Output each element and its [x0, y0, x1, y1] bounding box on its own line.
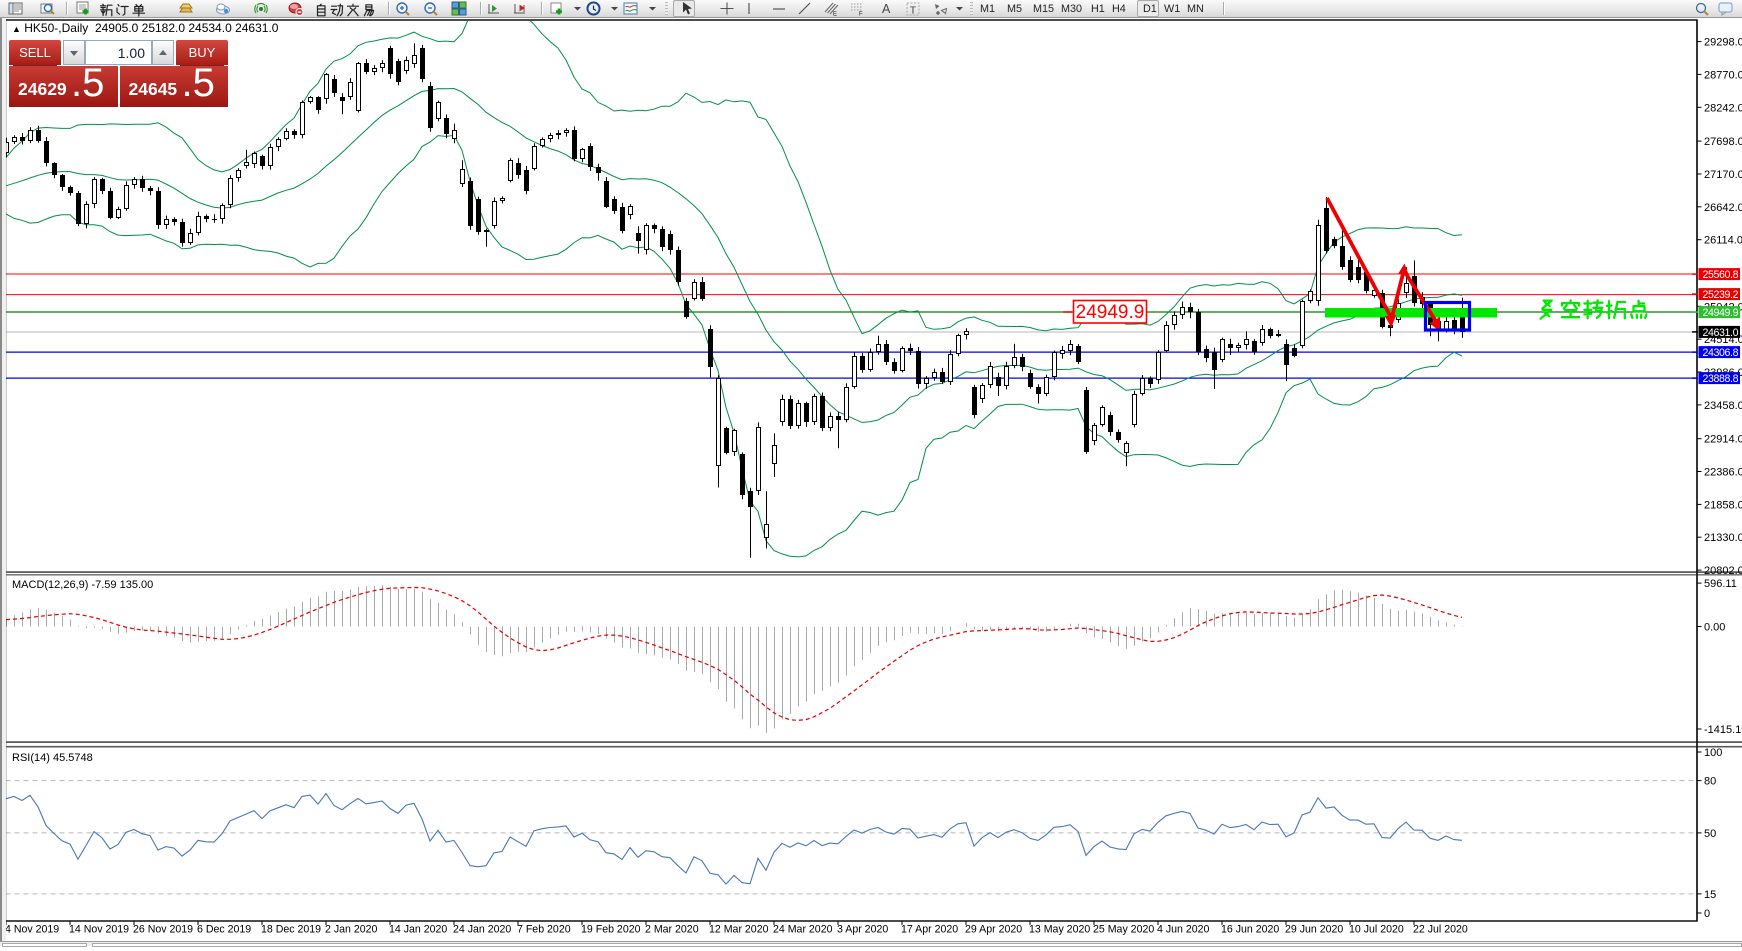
svg-text:21330.0: 21330.0 [1704, 532, 1742, 544]
svg-text:E: E [833, 12, 837, 17]
svg-text:T: T [910, 5, 917, 17]
svg-text:24949.9: 24949.9 [1076, 302, 1145, 323]
svg-text:22914.0: 22914.0 [1704, 434, 1742, 446]
svg-text:12 Mar 2020: 12 Mar 2020 [709, 924, 769, 936]
svg-text:14 Nov 2019: 14 Nov 2019 [69, 924, 129, 936]
svg-text:A: A [882, 2, 891, 16]
svg-text:2 Mar 2020: 2 Mar 2020 [645, 924, 699, 936]
svg-text:7 Feb 2020: 7 Feb 2020 [517, 924, 571, 936]
svg-text:26642.0: 26642.0 [1704, 202, 1742, 214]
svg-text:596.11: 596.11 [1704, 578, 1737, 590]
svg-text:29 Jun 2020: 29 Jun 2020 [1285, 924, 1343, 936]
svg-text:0: 0 [1704, 908, 1710, 920]
svg-text:23458.0: 23458.0 [1704, 400, 1742, 412]
svg-text:-1415.19: -1415.19 [1704, 724, 1742, 736]
svg-text:50: 50 [1704, 828, 1716, 840]
svg-text:4 Jun 2020: 4 Jun 2020 [1157, 924, 1210, 936]
svg-text:26 Nov 2019: 26 Nov 2019 [133, 924, 193, 936]
svg-text:4 Nov 2019: 4 Nov 2019 [5, 924, 59, 936]
svg-text:14 Jan 2020: 14 Jan 2020 [389, 924, 447, 936]
svg-text:16 Jun 2020: 16 Jun 2020 [1221, 924, 1279, 936]
svg-text:F: F [859, 12, 863, 17]
svg-text:20802.0: 20802.0 [1704, 565, 1742, 577]
svg-text:17 Apr 2020: 17 Apr 2020 [901, 924, 958, 936]
svg-text:23888.8: 23888.8 [1703, 373, 1739, 385]
svg-text:29 Apr 2020: 29 Apr 2020 [965, 924, 1022, 936]
svg-text:26114.0: 26114.0 [1704, 235, 1742, 247]
svg-text:80: 80 [1704, 776, 1716, 788]
svg-text:6 Dec 2019: 6 Dec 2019 [197, 924, 251, 936]
svg-text:3 Apr 2020: 3 Apr 2020 [837, 924, 888, 936]
svg-text:19 Feb 2020: 19 Feb 2020 [581, 924, 641, 936]
svg-text:2 Jan 2020: 2 Jan 2020 [325, 924, 378, 936]
svg-text:24306.8: 24306.8 [1703, 347, 1739, 359]
svg-text:22386.0: 22386.0 [1704, 467, 1742, 479]
svg-text:28770.0: 28770.0 [1704, 69, 1742, 81]
svg-text:10 Jul 2020: 10 Jul 2020 [1349, 924, 1404, 936]
svg-text:25239.2: 25239.2 [1703, 289, 1739, 301]
svg-text:29298.0: 29298.0 [1704, 37, 1742, 49]
svg-text:15: 15 [1704, 889, 1716, 901]
svg-text:24 Jan 2020: 24 Jan 2020 [453, 924, 511, 936]
svg-text:22 Jul 2020: 22 Jul 2020 [1413, 924, 1468, 936]
svg-text:25 May 2020: 25 May 2020 [1093, 924, 1154, 936]
svg-text:28242.0: 28242.0 [1704, 102, 1742, 114]
svg-text:27170.0: 27170.0 [1704, 169, 1742, 181]
svg-text:0.00: 0.00 [1704, 622, 1725, 634]
svg-text:13 May 2020: 13 May 2020 [1029, 924, 1090, 936]
svg-text:21858.0: 21858.0 [1704, 499, 1742, 511]
svg-text:27698.0: 27698.0 [1704, 136, 1742, 148]
svg-text:24 Mar 2020: 24 Mar 2020 [773, 924, 833, 936]
svg-text:25560.8: 25560.8 [1703, 269, 1739, 281]
svg-text:24949.9: 24949.9 [1703, 307, 1739, 319]
svg-text:100: 100 [1704, 747, 1722, 759]
svg-text:18 Dec 2019: 18 Dec 2019 [261, 924, 321, 936]
svg-text:24631.0: 24631.0 [1703, 327, 1739, 339]
